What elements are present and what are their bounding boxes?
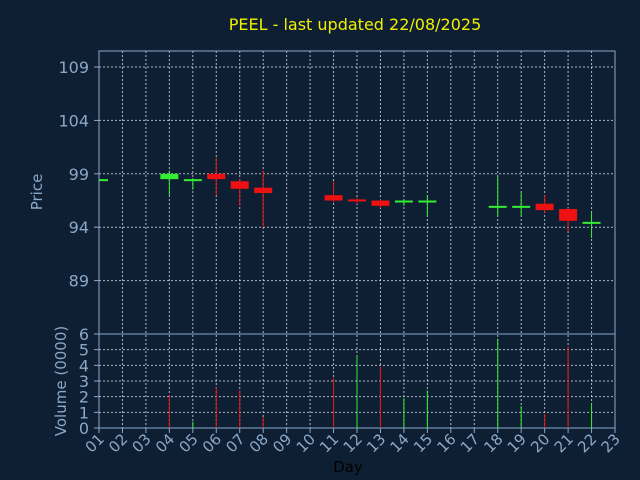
price-tick-label: 109 [58, 58, 89, 77]
x-tick-label: 09 [269, 430, 295, 456]
x-tick-label: 18 [480, 430, 506, 456]
x-tick-label: 10 [293, 430, 319, 456]
candle-body [207, 173, 226, 180]
x-tick-label: 02 [105, 430, 131, 456]
candle-body [99, 179, 108, 182]
candle-body [488, 205, 507, 208]
x-tick-label: 11 [316, 430, 342, 456]
candle-body [371, 200, 390, 206]
x-tick-label: 21 [551, 430, 577, 456]
price-tick-label: 104 [58, 111, 89, 130]
x-tick-label: 08 [246, 430, 272, 456]
x-tick-label: 17 [457, 430, 483, 456]
candle-body [512, 205, 531, 208]
x-tick-label: 07 [222, 430, 248, 456]
candle-body [230, 181, 249, 189]
x-axis-label: Day [333, 458, 363, 476]
chart-title: PEEL - last updated 22/08/2025 [229, 15, 482, 34]
x-tick-label: 20 [527, 430, 553, 456]
x-tick-label: 03 [129, 430, 155, 456]
x-tick-label: 06 [199, 430, 225, 456]
price-axis-label: Price [28, 174, 46, 211]
volume-tick-label: 0 [79, 419, 89, 438]
x-tick-label: 13 [363, 430, 389, 456]
volume-axis-label: Volume (0000) [52, 326, 70, 436]
chart-marks: 8994991041090123456010203040506070809101… [58, 50, 624, 456]
candle-body [348, 199, 366, 202]
volume-tick-label: 2 [79, 388, 89, 407]
candle-body [254, 187, 273, 194]
x-tick-label: 15 [410, 430, 436, 456]
x-tick-label: 22 [574, 430, 600, 456]
candle-body [160, 173, 179, 180]
price-tick-label: 89 [69, 272, 89, 291]
price-tick-label: 94 [69, 218, 89, 237]
candle-body [324, 195, 343, 201]
volume-tick-label: 6 [79, 325, 89, 344]
x-tick-label: 16 [433, 430, 459, 456]
candle-body [394, 200, 413, 203]
volume-tick-label: 5 [79, 341, 89, 360]
volume-tick-label: 4 [79, 356, 89, 375]
x-tick-label: 23 [598, 430, 624, 456]
candle-body [418, 200, 437, 203]
volume-tick-label: 1 [79, 403, 89, 422]
candle-body [183, 179, 202, 182]
x-tick-label: 12 [340, 430, 366, 456]
x-tick-label: 14 [387, 430, 413, 456]
price-tick-label: 99 [69, 165, 89, 184]
x-tick-label: 19 [504, 430, 530, 456]
candle-body [559, 209, 578, 221]
x-tick-label: 04 [152, 430, 178, 456]
candle-body [582, 221, 601, 224]
volume-tick-label: 3 [79, 372, 89, 391]
x-tick-label: 05 [175, 430, 201, 456]
candle-body [535, 203, 554, 211]
